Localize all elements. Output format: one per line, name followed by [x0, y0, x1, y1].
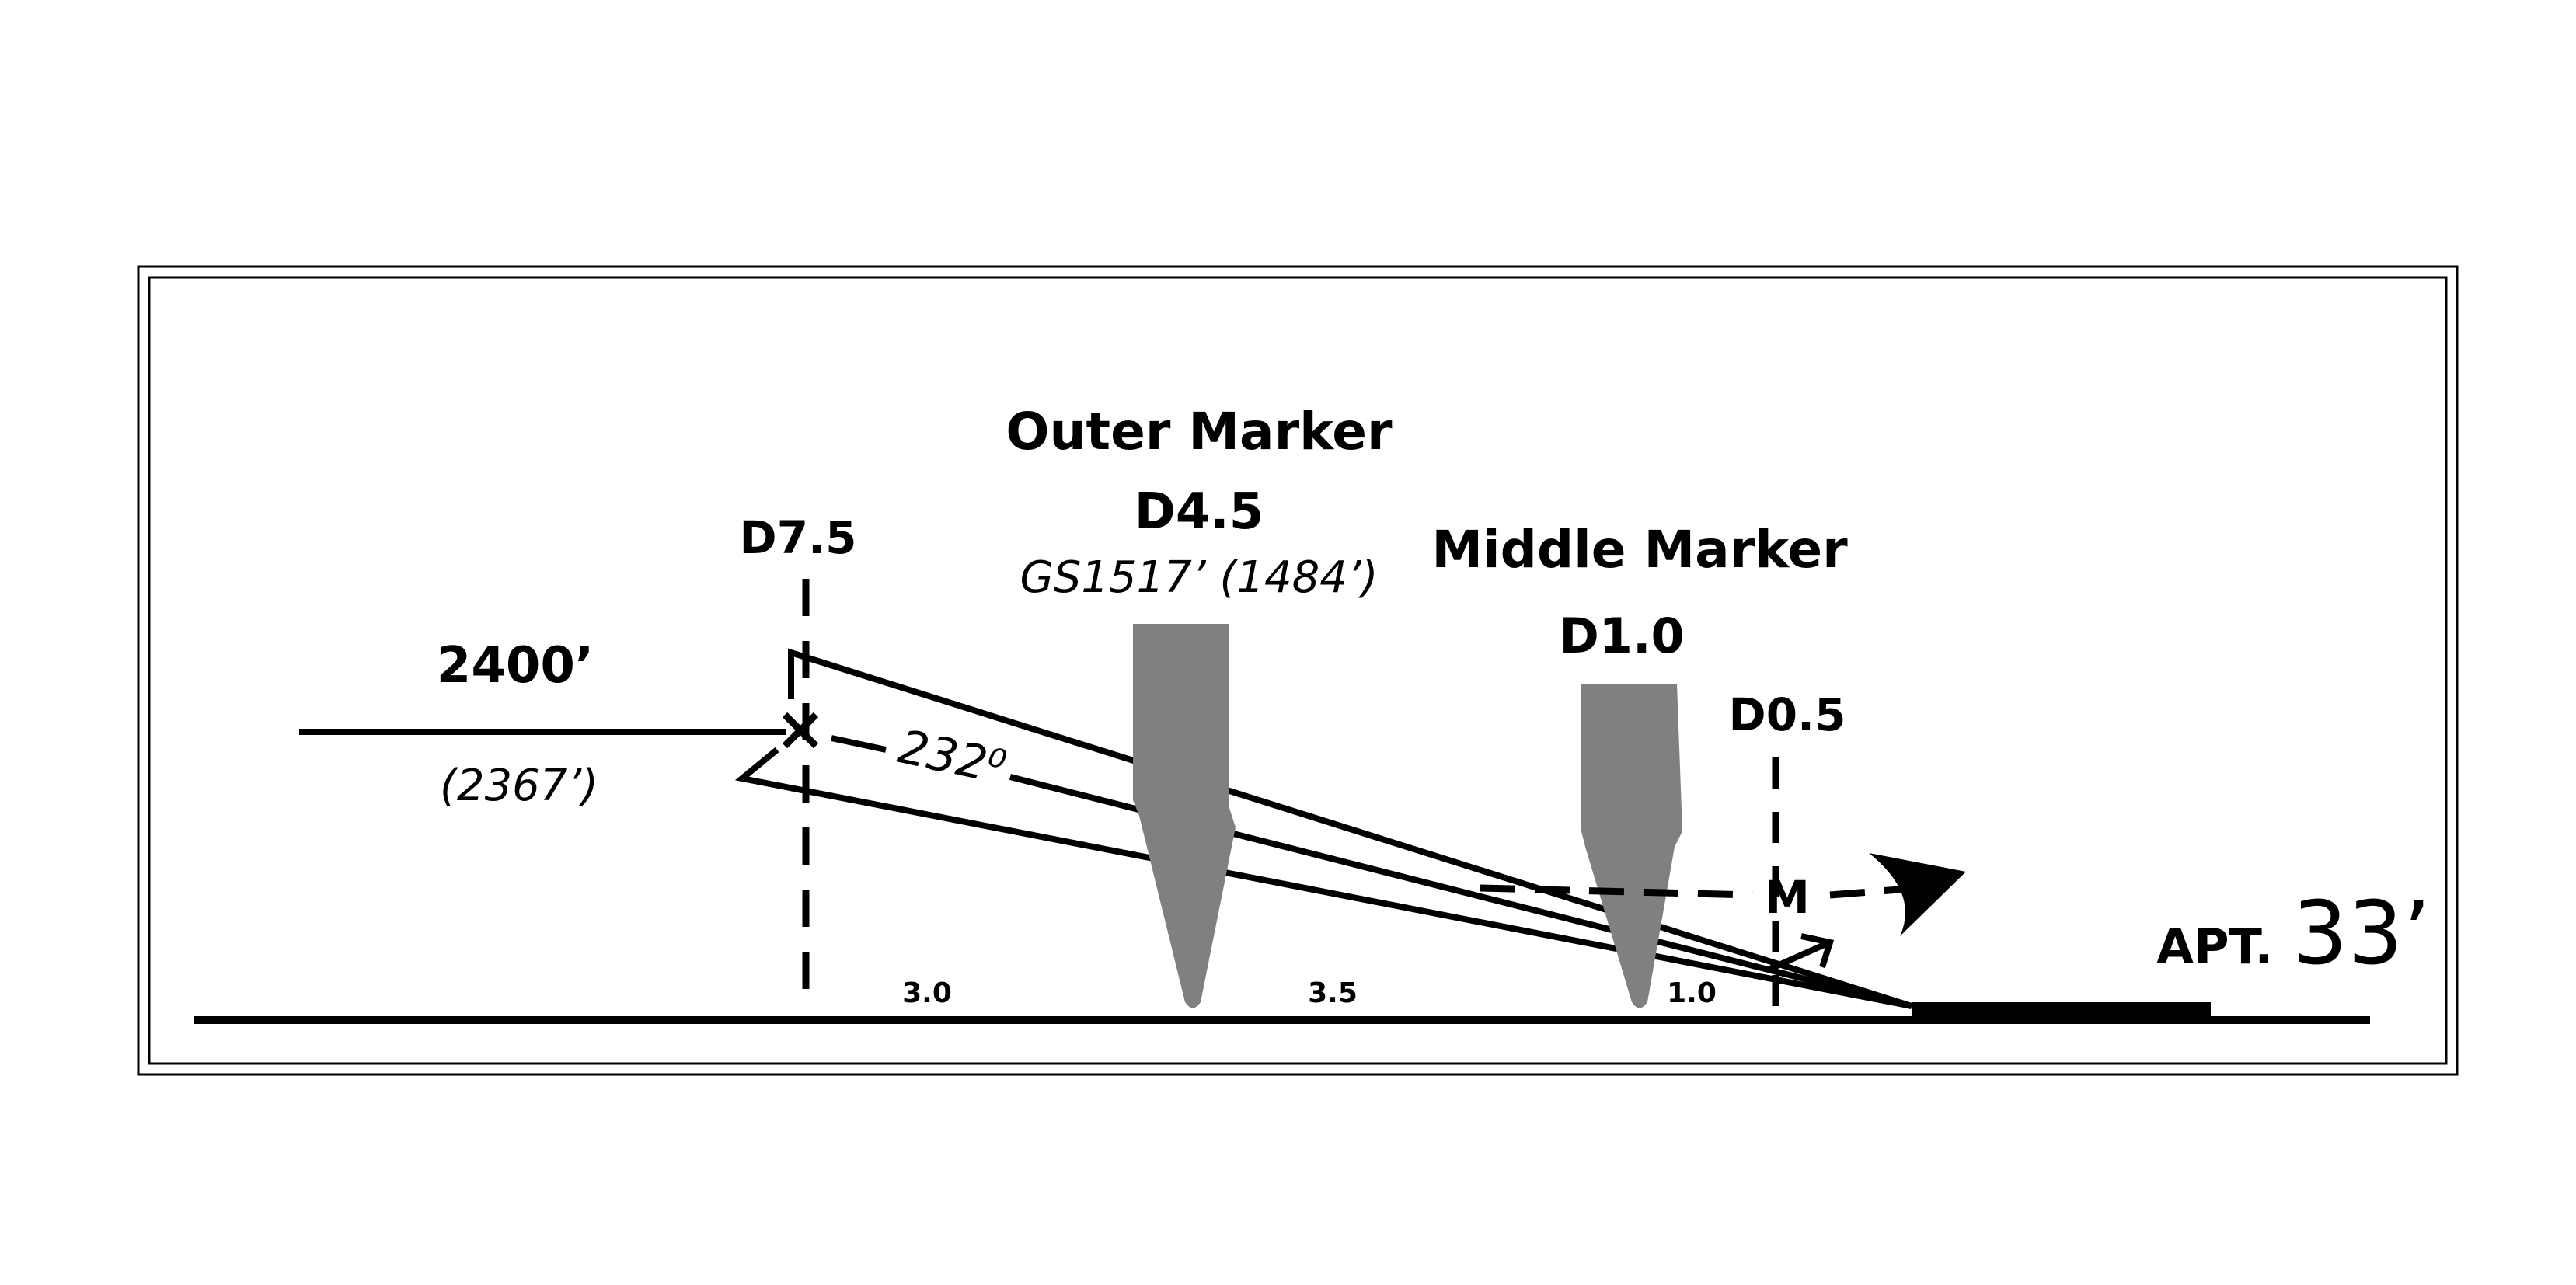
altitude-msa-label: (2367’) — [440, 761, 598, 811]
middle-marker-beacon — [1581, 684, 1682, 1008]
missed-approach-arrowhead — [1869, 853, 1966, 936]
fix-cross-b — [782, 712, 819, 749]
missed-approach-marker-label: M — [1765, 871, 1810, 924]
approach-lower-line — [734, 747, 1912, 1009]
segment-distance-1: 3.0 — [902, 977, 952, 1009]
outer-marker-dme: D4.5 — [1135, 483, 1264, 541]
frame-outer — [137, 265, 2459, 1076]
middle-marker-title: Middle Marker — [1431, 520, 1848, 580]
course-dash-1 — [831, 735, 887, 753]
airport-elevation: 33’ — [2292, 883, 2431, 984]
course-label: 232⁰ — [894, 719, 1010, 795]
outer-marker-beacon — [1133, 624, 1236, 1008]
missed-approach-path-left — [1480, 884, 1753, 899]
altitude-label: 2400’ — [437, 637, 594, 695]
map-dme-label: D0.5 — [1729, 688, 1846, 741]
segment-distance-3: 1.0 — [1667, 977, 1717, 1009]
fix-label: D7.5 — [740, 511, 857, 564]
runway — [1912, 1002, 2211, 1018]
segment-distance-2: 3.5 — [1308, 977, 1358, 1009]
outer-marker-glideslope: GS1517’ (1484’) — [1020, 552, 1378, 603]
frame-inner — [148, 276, 2448, 1065]
outer-marker-title: Outer Marker — [1006, 402, 1393, 461]
middle-marker-dme: D1.0 — [1559, 608, 1684, 664]
missed-climb-arrowhead — [1800, 933, 1835, 969]
airport-prefix: APT. — [2156, 918, 2273, 975]
missed-climb-line — [1769, 941, 1828, 972]
